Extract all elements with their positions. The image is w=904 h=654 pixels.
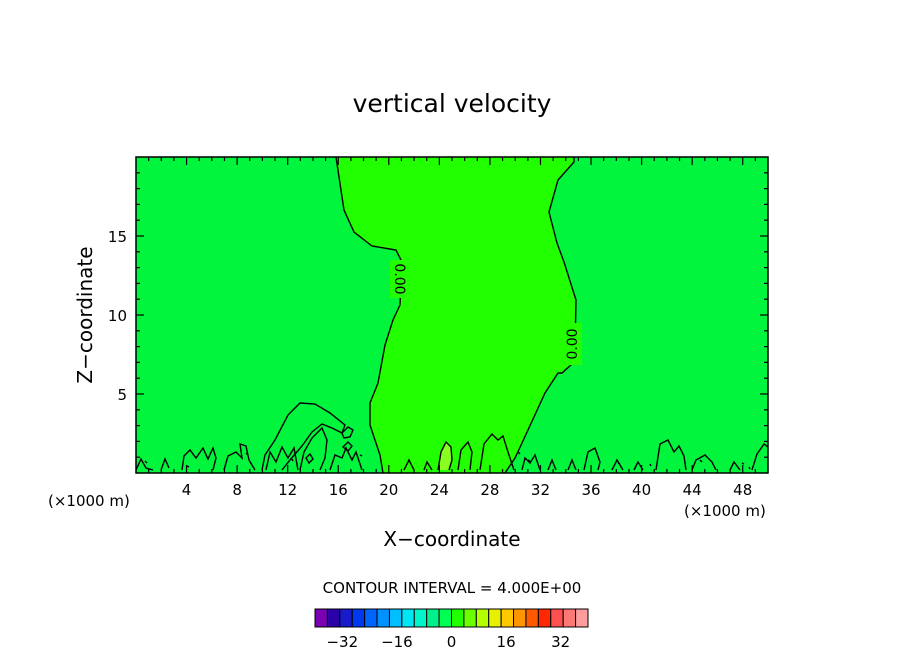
colorbar-cell	[513, 608, 527, 628]
colorbar-tick-label: 16	[497, 633, 516, 651]
colorbar-cell	[314, 608, 328, 628]
colorbar-cell	[426, 608, 440, 628]
positive-patch	[438, 442, 452, 470]
contour-label-bg-right	[565, 323, 582, 365]
contour-interval-text: CONTOUR INTERVAL = 4.000E+00	[323, 579, 582, 597]
y-tick-label: 5	[117, 386, 127, 404]
colorbar-cell	[339, 608, 353, 628]
contour-loop-inner	[299, 426, 328, 471]
colorbar-cell	[413, 608, 428, 628]
y-axis-label: Z−coordinate	[73, 246, 97, 383]
x-tick-label: 8	[232, 481, 242, 499]
colorbar-cell	[451, 608, 465, 628]
colorbar-cell	[550, 608, 564, 628]
x-tick-label: 4	[182, 481, 192, 499]
contour-label-bg-left	[390, 260, 407, 298]
x-unit-left: (×1000 m)	[48, 492, 130, 510]
colorbar-cell	[525, 608, 539, 628]
colorbar-cell	[438, 608, 453, 628]
contour-wiggles-base	[136, 432, 768, 471]
x-tick-label: 20	[379, 481, 398, 499]
x-tick-label: 40	[632, 481, 651, 499]
contour-oval-1	[341, 426, 354, 439]
x-unit-right: (×1000 m)	[684, 502, 766, 520]
colorbar-cell	[500, 608, 515, 628]
colorbar-ticks: −32 −16 0 16 32	[326, 633, 570, 651]
x-tick-label: 12	[278, 481, 297, 499]
colorbar-cell	[475, 608, 490, 628]
x-axis-label: X−coordinate	[383, 527, 520, 551]
chart-title: vertical velocity	[353, 89, 552, 118]
x-tick-label: 48	[733, 481, 752, 499]
colorbar-tick-label: 32	[551, 633, 570, 651]
plot-area: 0.00 0.00	[136, 157, 768, 473]
colorbar-cell	[376, 608, 390, 628]
y-tick-label: 10	[108, 307, 127, 325]
positive-region	[336, 157, 576, 473]
contour-lines	[136, 157, 768, 473]
x-tick-label: 44	[683, 481, 702, 499]
contour-label-right: 0.00	[565, 328, 581, 359]
contour-labels: 0.00 0.00	[390, 260, 582, 365]
colorbar-tick-label: 0	[447, 633, 457, 651]
contour-dots	[144, 451, 751, 470]
x-tick-label: 24	[430, 481, 449, 499]
contour-patch-outline	[437, 440, 453, 471]
y-axis-ticks: 5 10 15	[108, 172, 768, 458]
colorbar-cell	[575, 608, 589, 628]
colorbar-cell	[326, 608, 341, 628]
colorbar-cell	[562, 608, 577, 628]
x-tick-label: 36	[581, 481, 600, 499]
contour-line-left	[335, 157, 403, 473]
contour-loop-upper	[261, 402, 346, 471]
colorbar-tick-label: −16	[381, 633, 413, 651]
colorbar-cell	[388, 608, 403, 628]
colorbar-cell	[401, 608, 415, 628]
colorbar-cell	[488, 608, 502, 628]
x-axis-ticks: 4 8 12 16 20 24 28 32 36 40 44 48	[148, 157, 756, 499]
colorbar-cell	[537, 608, 552, 628]
contour-oval-3	[305, 452, 314, 465]
colorbar-cell	[463, 608, 477, 628]
colorbar	[314, 608, 589, 628]
colorbar-tick-label: −32	[326, 633, 358, 651]
y-tick-label: 15	[108, 228, 127, 246]
colorbar-cell	[351, 608, 366, 628]
x-tick-label: 16	[329, 481, 348, 499]
colorbar-cell	[364, 608, 378, 628]
x-tick-label: 28	[480, 481, 499, 499]
x-tick-label: 32	[531, 481, 550, 499]
contour-label-left: 0.00	[391, 263, 407, 294]
